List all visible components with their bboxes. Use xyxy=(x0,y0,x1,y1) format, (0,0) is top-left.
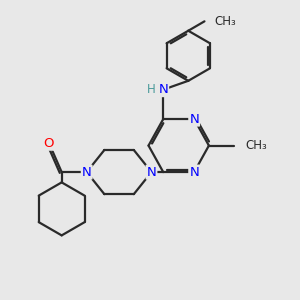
Text: N: N xyxy=(189,112,199,126)
Text: CH₃: CH₃ xyxy=(245,139,267,152)
Text: N: N xyxy=(189,166,199,178)
Text: H: H xyxy=(146,83,155,96)
Text: N: N xyxy=(82,166,92,178)
Text: N: N xyxy=(158,83,168,96)
Text: CH₃: CH₃ xyxy=(215,15,236,28)
Text: N: N xyxy=(147,166,156,178)
Text: O: O xyxy=(43,137,54,150)
